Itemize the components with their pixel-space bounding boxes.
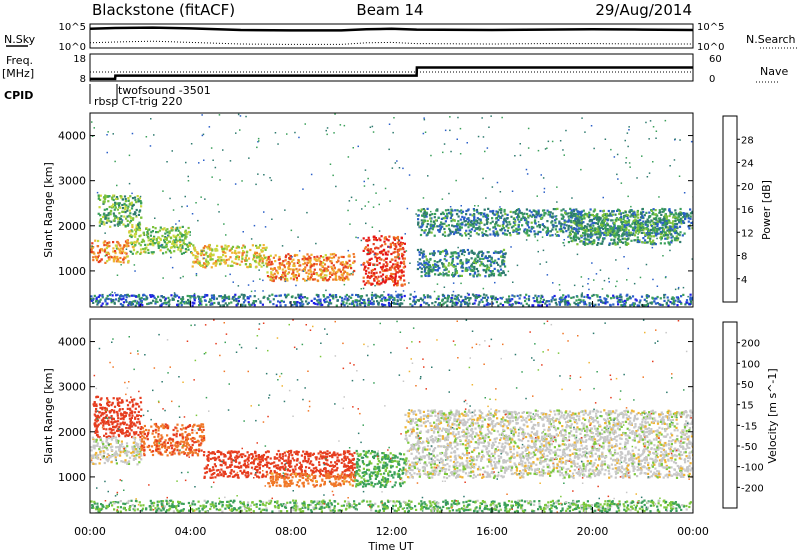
- noise-series-0: [89, 26, 694, 32]
- velocity-ytick-label-2: 3000: [58, 381, 86, 394]
- velocity-colorbar-frame: [722, 321, 738, 509]
- power-ytick-label-2: 3000: [58, 175, 86, 188]
- freq-label-bottom: [MHz]: [2, 67, 34, 80]
- noise-ytick-bottom: 10^0: [59, 42, 86, 53]
- x-tick-label-5: 20:00: [577, 525, 609, 538]
- power-echo-patch-1: [97, 194, 143, 228]
- beam-label: Beam 14: [356, 1, 423, 19]
- cpid-label-twofsound: twofsound -3501: [118, 84, 211, 97]
- freq-series: [90, 66, 693, 81]
- power-colorbar-label-0: 28: [741, 135, 754, 146]
- power-echo-patch-5: [362, 235, 407, 287]
- power-panel: 1000 2000 3000 4000 Slant Range [km] 28 24 20…: [42, 112, 773, 308]
- velocity-echo-patch-4: [266, 472, 356, 488]
- velocity-colorbar-label-7: -200: [741, 483, 764, 494]
- power-ytick-label-0: 1000: [58, 265, 86, 278]
- freq-ytick-bottom: 8: [80, 74, 86, 85]
- cpid-label-rbsp: rbsp CT-trig 220: [94, 95, 182, 108]
- noise-series-1: [89, 40, 693, 45]
- freq-label-top: Freq.: [6, 54, 33, 67]
- date-label: 29/Aug/2014: [595, 1, 692, 19]
- velocity-scatter-echoes: [90, 319, 693, 513]
- cpid-panel: twofsound -3501 rbsp CT-trig 220: [89, 84, 211, 108]
- power-colorbar-label-4: 12: [741, 228, 754, 239]
- power-colorbar-label-2: 20: [741, 182, 754, 193]
- freq-ytick-top: 18: [73, 54, 86, 65]
- power-ytick-label-1: 2000: [58, 220, 86, 233]
- velocity-colorbar-label-2: 50: [741, 380, 754, 391]
- power-colorbar-label: Power [dB]: [760, 180, 773, 240]
- power-echo-patch-4: [266, 252, 356, 283]
- power-colorbar-label-3: 16: [741, 205, 754, 216]
- power-echo-patch-8: [567, 212, 682, 246]
- velocity-echo-patch-1: [90, 436, 143, 466]
- x-tick-label-1: 04:00: [175, 525, 207, 538]
- velocity-echo-patch-2: [140, 422, 206, 457]
- power-colorbar-label-6: 4: [741, 275, 747, 286]
- velocity-colorbar-label-1: 100: [741, 359, 760, 370]
- velocity-echo-patch-6: [404, 409, 693, 480]
- velocity-colorbar-label-4: -15: [741, 421, 757, 432]
- nave-right-tick-bottom: 0: [709, 74, 715, 85]
- power-ylabel: Slant Range [km]: [42, 162, 55, 258]
- velocity-echo-patch-5: [354, 449, 406, 489]
- n-search-label: N.Search: [746, 33, 796, 46]
- power-ytick-label-3: 4000: [58, 130, 86, 143]
- power-colorbar-label-1: 24: [741, 159, 754, 170]
- power-scatter-echoes: [91, 113, 693, 307]
- x-axis-label: Time UT: [367, 540, 413, 553]
- velocity-echo-patch-7: [90, 499, 693, 513]
- power-echo-patch-6: [416, 248, 507, 278]
- frequency-panel: 18 8 60 0: [73, 53, 722, 85]
- velocity-ytick-label-1: 2000: [58, 426, 86, 439]
- power-echo-patch-7: [416, 207, 693, 237]
- velocity-colorbar-label-3: 15: [741, 401, 754, 412]
- velocity-ylabel: Slant Range [km]: [42, 368, 55, 464]
- power-echo-patch-2: [128, 225, 193, 255]
- velocity-ytick-label-3: 4000: [58, 336, 86, 349]
- x-tick-label-4: 16:00: [476, 525, 508, 538]
- x-tick-label-6: 00:00: [677, 525, 709, 538]
- noise-ytick-top: 10^5: [59, 22, 86, 33]
- velocity-colorbar-label: Velocity [m s^-1]: [766, 368, 779, 463]
- velocity-colorbar-label-5: -50: [741, 442, 757, 453]
- cpid-label: CPID: [4, 89, 33, 102]
- power-echo-patch-9: [90, 293, 693, 307]
- nave-label: Nave: [760, 65, 788, 78]
- velocity-colorbar-label-0: 200: [741, 339, 760, 350]
- x-tick-label-2: 08:00: [275, 525, 307, 538]
- velocity-colorbar-label-6: -100: [741, 463, 764, 474]
- n-sky-label: N.Sky: [4, 33, 36, 46]
- x-tick-label-0: 00:00: [74, 525, 106, 538]
- nave-right-tick-top: 60: [709, 54, 722, 65]
- velocity-echo-patch-0: [92, 395, 143, 439]
- noise-right-tick-top: 10^5: [697, 22, 724, 33]
- velocity-ytick-label-0: 1000: [58, 471, 86, 484]
- noise-right-tick-bottom: 10^0: [697, 42, 724, 53]
- radar-title: Blackstone (fitACF): [92, 1, 235, 19]
- velocity-panel: 1000 2000 3000 4000 Slant Range [km] 200 100…: [42, 318, 779, 553]
- power-echo-patch-3: [190, 243, 269, 269]
- power-echo-patch-0: [90, 239, 130, 264]
- noise-panel: 10^5 10^0 10^5 10^0: [59, 22, 725, 53]
- x-tick-label-3: 12:00: [376, 525, 408, 538]
- power-colorbar-label-5: 8: [741, 252, 747, 263]
- power-colorbar-frame: [722, 115, 738, 303]
